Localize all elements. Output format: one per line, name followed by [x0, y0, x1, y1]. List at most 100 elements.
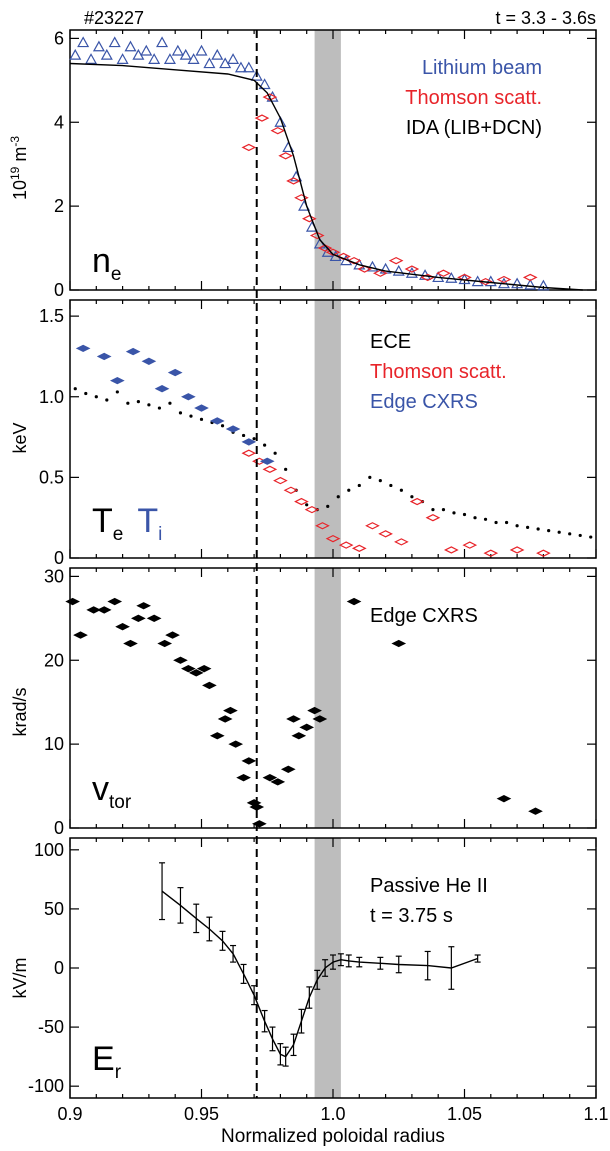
te-legend-thomson: Thomson scatt. [370, 361, 507, 383]
er-panel-label: Er [92, 1040, 122, 1083]
data-point [65, 597, 80, 606]
data-point [85, 53, 98, 64]
data-point [189, 414, 193, 418]
data-point [241, 757, 257, 765]
data-point [154, 385, 170, 393]
y-tick-label: -100 [28, 1076, 64, 1096]
y-tick-label: 2 [54, 196, 64, 216]
data-point [365, 522, 380, 530]
data-point [286, 715, 301, 723]
data-point [178, 411, 183, 415]
data-point [94, 395, 98, 399]
shaded-band [314, 838, 341, 1098]
data-point [100, 48, 113, 60]
data-point [105, 398, 109, 402]
data-point [136, 602, 151, 610]
data-point [156, 36, 169, 48]
data-point [96, 606, 112, 614]
data-point [195, 44, 208, 56]
data-point [115, 623, 130, 631]
data-point [141, 357, 157, 365]
y-tick-label: 100 [34, 840, 64, 860]
data-point [270, 778, 286, 786]
data-point [317, 244, 333, 252]
y-tick-label: 4 [54, 112, 64, 132]
data-point [399, 488, 403, 492]
data-point [140, 44, 153, 56]
data-point [73, 631, 88, 639]
data-point [392, 264, 405, 276]
series-line [69, 62, 583, 291]
data-point [478, 277, 493, 286]
data-point [220, 424, 225, 428]
data-point [217, 715, 233, 723]
data-point [536, 549, 551, 557]
series-edge-cxrs [65, 597, 543, 828]
data-point [280, 765, 296, 773]
shaded-band [314, 568, 341, 828]
data-point [227, 53, 240, 64]
data-point [188, 669, 204, 677]
ne-legend-lithium: Lithium beam [422, 57, 542, 79]
te-legend-ece: ECE [370, 331, 411, 353]
data-point [234, 61, 247, 73]
data-point [389, 483, 393, 488]
series-ida-lib-dcn- [69, 62, 583, 291]
data-point [494, 520, 498, 525]
panel-er: Passive He II t = 3.75 s Er kV/m -100 -50… [10, 837, 597, 1099]
data-point [511, 277, 524, 289]
data-point [273, 476, 288, 485]
x-tick-label: 0.95 [184, 1104, 219, 1124]
data-point [284, 467, 288, 471]
y-tick-label: 1.0 [39, 387, 64, 407]
er-annotation-line2: t = 3.75 s [370, 905, 453, 927]
data-point [123, 639, 138, 648]
panel-te-ti: ECE Thomson scatt. Edge CXRS Te Ti keV 0 0… [10, 299, 597, 568]
data-point [294, 497, 309, 506]
data-point [301, 215, 317, 223]
data-point [347, 488, 351, 492]
data-point [73, 387, 77, 391]
vtor-panel-label: vtor [92, 770, 132, 813]
y-tick-label: 30 [44, 566, 64, 586]
data-point [163, 53, 176, 64]
data-point [515, 524, 519, 528]
y-tick-label: 0 [54, 280, 64, 300]
data-point [262, 774, 278, 782]
shaded-band [314, 300, 341, 558]
x-tick-label: 1.05 [447, 1104, 482, 1124]
data-point [241, 143, 257, 152]
data-point [92, 40, 105, 52]
data-point [441, 508, 446, 512]
data-point [147, 403, 151, 407]
data-point [278, 152, 294, 160]
x-axis-title: Normalized poloidal radius [221, 1126, 445, 1147]
series-edge-cxrs [75, 344, 275, 465]
data-point [173, 656, 188, 664]
data-point [578, 533, 582, 538]
data-point [366, 260, 379, 272]
data-point [462, 512, 467, 517]
panel-ne: Lithium beam Thomson scatt. IDA (LIB+DCN… [8, 28, 597, 300]
data-point [252, 437, 256, 441]
data-point [452, 511, 456, 515]
data-point [557, 530, 561, 534]
data-point [241, 438, 257, 446]
data-point [202, 681, 217, 690]
ne-y-axis-title: 1019 m-3 [8, 136, 30, 200]
y-tick-label: 20 [44, 650, 64, 670]
data-point [157, 406, 162, 410]
data-point [273, 451, 277, 455]
data-point [315, 522, 330, 530]
data-point [115, 390, 119, 394]
data-point [304, 505, 320, 514]
data-point [305, 503, 309, 507]
data-point [496, 275, 512, 284]
data-point [209, 732, 225, 740]
data-point [309, 231, 325, 240]
data-point [536, 527, 540, 531]
data-point [431, 508, 435, 512]
data-point [136, 399, 140, 404]
data-point [199, 417, 204, 421]
